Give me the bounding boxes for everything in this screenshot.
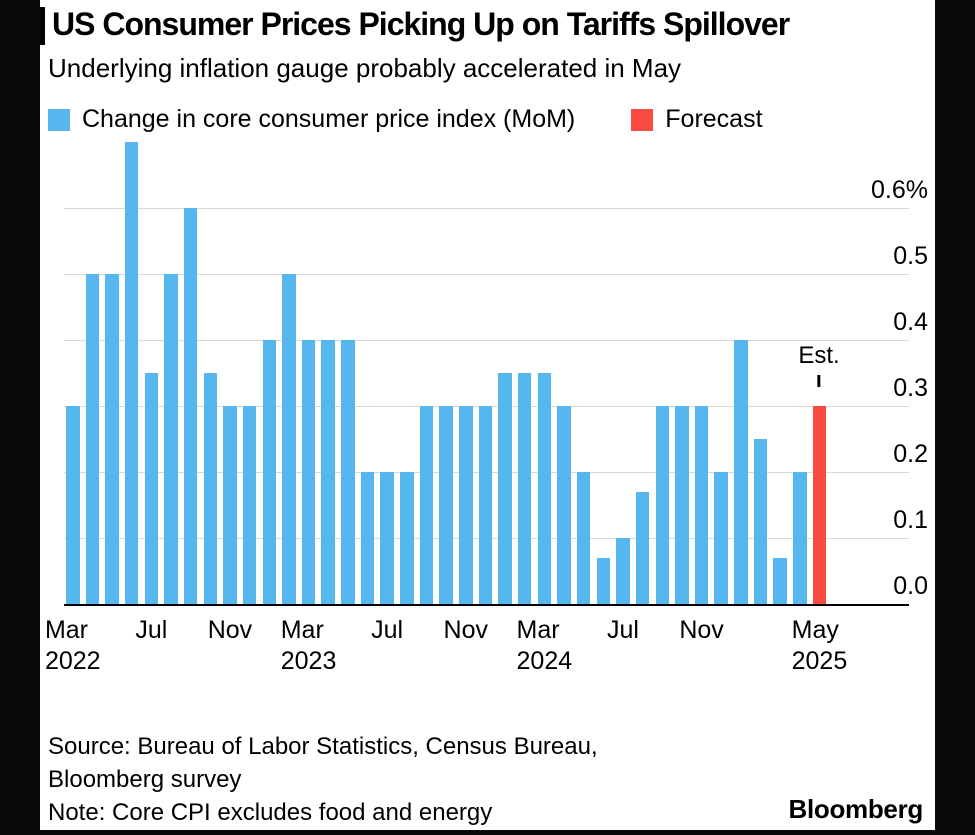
cpi-bar — [635, 492, 650, 604]
y-axis-label: 0.2 — [893, 440, 928, 468]
y-axis-label: 0.6% — [871, 176, 928, 204]
legend-swatch-actual-icon — [48, 108, 70, 131]
x-axis-label: May 2025 — [791, 616, 848, 675]
cpi-bar — [537, 373, 552, 604]
x-axis-label: Jul — [135, 616, 168, 644]
cpi-bar — [419, 406, 434, 604]
cpi-bar — [714, 472, 728, 604]
x-axis-label: Nov — [443, 616, 488, 644]
x-axis-line — [64, 604, 909, 606]
x-axis-label: Mar 2022 — [44, 616, 101, 675]
cpi-bar — [242, 406, 257, 604]
cpi-bar — [517, 373, 532, 604]
cpi-bar — [576, 472, 591, 604]
gridline — [64, 208, 909, 209]
x-axis-label: Jul — [606, 616, 639, 644]
legend-item-forecast: Forecast — [631, 105, 763, 134]
cpi-bar — [282, 274, 296, 604]
legend-item-actual: Change in core consumer price index (MoM… — [48, 105, 575, 134]
legend-swatch-forecast-icon — [631, 108, 654, 131]
bloomberg-logo: Bloomberg — [788, 794, 923, 824]
est-annotation-label: Est. — [798, 342, 840, 369]
note-line: Note: Core CPI excludes food and energy — [48, 799, 493, 826]
plot-area: Est. 0.0 0.1 0.2 0.3 0.4 0.5 0.6% Mar 2022 Jul No… — [40, 0, 935, 830]
y-axis-label: 0.3 — [893, 374, 928, 402]
cpi-bar — [439, 406, 453, 604]
cpi-bar — [773, 558, 787, 604]
cpi-bar — [557, 406, 571, 604]
cpi-bar — [301, 340, 316, 604]
cpi-bar — [380, 472, 394, 604]
cpi-bar — [164, 274, 178, 604]
title-accent-bar — [40, 7, 45, 45]
gridline — [64, 340, 909, 341]
cpi-bar — [616, 538, 630, 604]
y-axis-label: 0.4 — [893, 308, 928, 336]
y-axis-label: 0.5 — [893, 242, 928, 270]
cpi-bar — [223, 406, 237, 604]
cpi-bar — [734, 340, 748, 604]
cpi-bar — [85, 274, 100, 604]
cpi-bar — [753, 439, 768, 604]
est-tick-mark — [817, 375, 821, 387]
cpi-bar — [321, 340, 335, 604]
legend: Change in core consumer price index (MoM… — [48, 105, 763, 134]
forecast-bar — [812, 406, 827, 604]
cpi-bar — [793, 472, 807, 604]
cpi-bar — [400, 472, 414, 604]
cpi-bar — [262, 340, 276, 604]
y-axis-label: 0.1 — [893, 506, 928, 534]
x-axis-label: Nov — [679, 616, 724, 644]
source-line-2: Bloomberg survey — [48, 766, 242, 793]
cpi-bar — [124, 142, 139, 604]
x-axis-label: Mar 2024 — [516, 616, 573, 675]
source-line-1: Source: Bureau of Labor Statistics, Cens… — [48, 733, 598, 760]
est-annotation: Est. — [798, 342, 840, 387]
cpi-bar — [144, 373, 159, 604]
y-axis-label: 0.0 — [893, 572, 928, 600]
cpi-bar — [360, 472, 375, 604]
cpi-bar — [498, 373, 512, 604]
cpi-bar — [459, 406, 473, 604]
x-axis-label: Nov — [207, 616, 253, 644]
gridline — [64, 274, 909, 275]
cpi-bar — [66, 406, 80, 604]
chart-title: US Consumer Prices Picking Up on Tariffs… — [52, 6, 790, 42]
chart-card: US Consumer Prices Picking Up on Tariffs… — [40, 0, 935, 830]
chart-subtitle: Underlying inflation gauge probably acce… — [48, 53, 682, 83]
cpi-bar — [105, 274, 119, 604]
cpi-bar — [203, 373, 218, 604]
cpi-bar — [596, 558, 611, 604]
cpi-bar — [183, 208, 198, 604]
legend-label-actual: Change in core consumer price index (MoM… — [82, 105, 576, 133]
x-axis-label: Jul — [371, 616, 404, 644]
x-axis-label: Mar 2023 — [280, 616, 337, 675]
cpi-bar — [694, 406, 709, 604]
cpi-bar — [341, 340, 355, 604]
cpi-bar — [675, 406, 689, 604]
source-note: Source: Bureau of Labor Statistics, Cens… — [48, 730, 598, 829]
cpi-bar — [655, 406, 669, 604]
cpi-bar — [478, 406, 493, 604]
legend-label-forecast: Forecast — [665, 105, 763, 133]
